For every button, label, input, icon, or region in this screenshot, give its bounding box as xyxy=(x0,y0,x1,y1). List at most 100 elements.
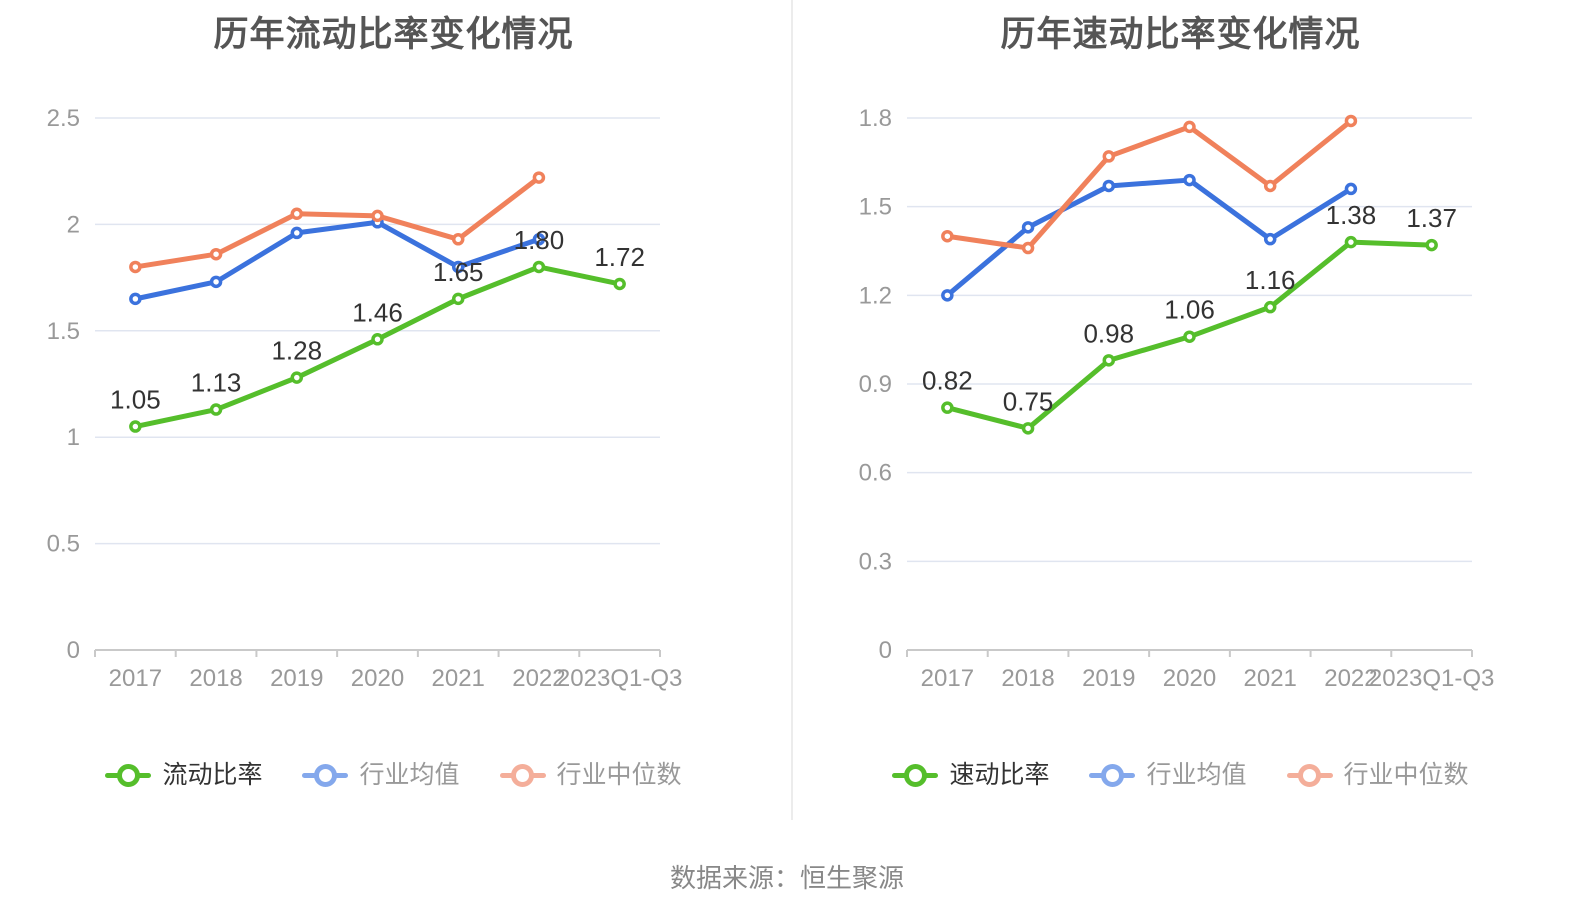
data-point-label: 1.13 xyxy=(191,368,242,398)
legend-item-行业均值[interactable]: 行业均值 xyxy=(1089,761,1247,789)
legend-label: 流动比率 xyxy=(162,761,263,789)
data-point-速动比率 xyxy=(1021,422,1035,435)
data-point-行业均值 xyxy=(290,226,304,240)
data-point-流动比率 xyxy=(532,260,546,274)
x-axis-tick-label: 2019 xyxy=(270,665,323,692)
legend-item-流动比率[interactable]: 流动比率 xyxy=(105,763,262,788)
x-axis-tick-label: 2023Q1-Q3 xyxy=(557,665,682,692)
data-point-label: 1.05 xyxy=(110,385,161,415)
legend-marker-ring xyxy=(313,764,337,787)
data-point-速动比率 xyxy=(1425,238,1438,252)
data-point-label: 1.38 xyxy=(1326,200,1377,230)
data-point-行业中位数 xyxy=(371,209,384,223)
series-line-行业中位数 xyxy=(944,118,1354,251)
x-axis-tick-label: 2023Q1-Q3 xyxy=(1369,665,1494,692)
data-point-行业中位数 xyxy=(532,171,546,184)
data-point-流动比率 xyxy=(451,292,465,306)
data-point-label: 1.80 xyxy=(514,225,565,255)
y-axis-tick-label: 0.6 xyxy=(859,460,892,487)
y-axis-tick-label: 0 xyxy=(879,637,892,664)
data-point-label: 0.98 xyxy=(1083,318,1134,348)
x-axis-tick-label: 2021 xyxy=(1244,665,1297,692)
chart-title-quick-ratio: 历年速动比率变化情况 xyxy=(1000,15,1361,54)
legend-marker-ring xyxy=(1298,764,1321,787)
legend-marker-ring xyxy=(903,764,927,787)
current-ratio-line-chart: 0 0.5 1 1.5 2 2.5 2017 2018 2019 2020 2021 20222023… xyxy=(47,105,683,692)
y-axis-tick-label: 2 xyxy=(67,211,80,238)
legend-label: 速动比率 xyxy=(949,761,1050,789)
y-axis-tick-label: 1 xyxy=(67,424,80,451)
data-point-label: 1.72 xyxy=(594,242,645,272)
x-axis-tick-label: 2018 xyxy=(1001,665,1054,692)
data-point-label: 1.06 xyxy=(1164,295,1215,325)
y-axis-tick-label: 0 xyxy=(67,637,80,664)
legend-quick-ratio: 速动比率 行业均值 行业中位数 xyxy=(787,763,1574,788)
legend-line-marker-icon xyxy=(105,764,152,788)
series-line-行业均值 xyxy=(944,177,1354,298)
series-line-行业均值 xyxy=(132,219,542,302)
data-point-行业均值 xyxy=(451,260,465,274)
data-point-行业中位数 xyxy=(1344,114,1358,128)
y-axis-tick-label: 0.3 xyxy=(859,548,892,575)
legend-marker-ring xyxy=(511,764,534,787)
data-point-行业中位数 xyxy=(129,260,142,274)
y-axis-tick-label: 1.2 xyxy=(859,282,892,309)
legend-item-行业中位数[interactable]: 行业中位数 xyxy=(499,761,682,789)
data-source-note: 数据来源：恒生聚源 xyxy=(669,863,904,893)
x-axis-tick-label: 2020 xyxy=(351,665,404,692)
data-point-label: 1.16 xyxy=(1245,265,1296,295)
data-point-速动比率 xyxy=(1183,330,1196,343)
current-ratio-chart-panel: 历年流动比率变化情况 0 0.5 1 1.5 2 2.5 2017 2018 2019 2020 2… xyxy=(0,15,787,788)
legend-marker-ring xyxy=(116,764,140,787)
y-axis-tick-label: 1.5 xyxy=(859,194,892,221)
legend-line-marker-icon xyxy=(1089,764,1136,788)
quick-ratio-line-chart: 0 0.3 0.6 0.9 1.2 1.5 1.8 2017 2018 2019 2020 2021 2… xyxy=(859,105,1495,692)
data-point-流动比率 xyxy=(290,371,304,384)
legend-current-ratio: 流动比率 行业均值 行业中位数 xyxy=(0,763,787,788)
legend-line-marker-icon xyxy=(892,764,939,788)
data-point-流动比率 xyxy=(371,333,384,346)
data-point-行业中位数 xyxy=(941,229,954,243)
data-point-速动比率 xyxy=(1263,300,1277,314)
x-axis-tick-label: 2022 xyxy=(512,665,565,692)
panel-divider xyxy=(791,0,793,820)
data-point-label: 1.37 xyxy=(1406,203,1457,233)
legend-marker-ring xyxy=(1100,764,1124,787)
data-point-行业中位数 xyxy=(209,247,223,261)
x-axis-tick-label: 2018 xyxy=(189,665,242,692)
data-point-行业均值 xyxy=(1102,179,1116,193)
data-point-行业均值 xyxy=(129,292,142,306)
data-point-行业中位数 xyxy=(1183,120,1196,134)
data-point-label: 0.75 xyxy=(1003,386,1054,416)
data-point-流动比率 xyxy=(209,403,223,416)
data-point-label: 1.65 xyxy=(433,257,484,287)
data-point-行业均值 xyxy=(1263,232,1277,246)
data-point-label: 1.28 xyxy=(271,336,322,366)
series-line-行业中位数 xyxy=(132,175,542,270)
data-point-label: 1.46 xyxy=(352,297,403,327)
legend-label: 行业中位数 xyxy=(556,761,682,789)
data-point-速动比率 xyxy=(941,401,954,414)
data-point-label: 0.82 xyxy=(922,366,973,396)
data-point-行业中位数 xyxy=(1021,241,1035,255)
legend-line-marker-icon xyxy=(499,764,546,788)
data-point-行业均值 xyxy=(1183,173,1196,187)
y-axis-tick-label: 1.8 xyxy=(859,105,892,132)
data-point-速动比率 xyxy=(1102,354,1116,367)
legend-item-行业均值[interactable]: 行业均值 xyxy=(302,761,460,789)
y-axis-tick-label: 2.5 xyxy=(47,105,80,132)
y-axis-tick-label: 1.5 xyxy=(47,318,80,345)
legend-label: 行业均值 xyxy=(1146,761,1247,789)
legend-item-行业中位数[interactable]: 行业中位数 xyxy=(1286,761,1469,789)
data-point-流动比率 xyxy=(613,277,626,291)
data-point-行业均值 xyxy=(941,289,954,302)
legend-label: 行业均值 xyxy=(359,761,460,789)
legend-line-marker-icon xyxy=(1286,764,1333,788)
series-line-流动比率 xyxy=(132,264,623,430)
data-point-行业均值 xyxy=(209,275,223,289)
x-axis-tick-label: 2020 xyxy=(1163,665,1216,692)
legend-item-速动比率[interactable]: 速动比率 xyxy=(892,763,1049,788)
data-point-行业均值 xyxy=(1344,182,1358,196)
legend-label: 行业中位数 xyxy=(1343,761,1469,789)
chart-title-current-ratio: 历年流动比率变化情况 xyxy=(213,15,574,54)
